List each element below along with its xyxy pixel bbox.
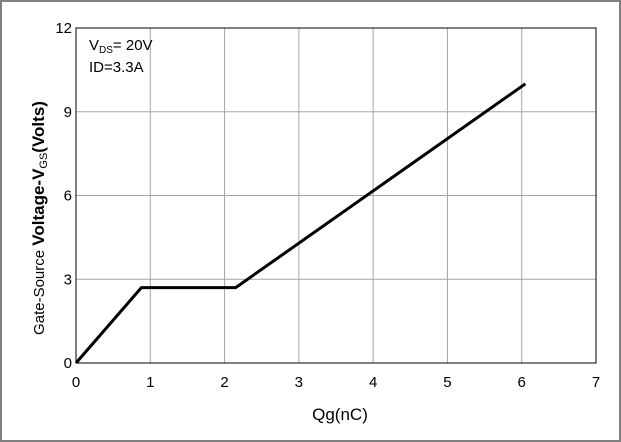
x-tick-label: 3 [295,374,303,391]
y-tick-label: 0 [64,355,72,372]
series-line [74,82,527,364]
y-tick-label: 3 [64,271,72,288]
x-tick-label: 5 [443,374,451,391]
grid [75,27,597,364]
annotation-vds: VDS= 20V [89,37,153,56]
series [74,82,527,364]
y-tick-label: 12 [55,20,72,37]
y-axis-title: Gate-Source Voltage-VGS(Volts) [29,101,50,335]
x-tick-label: 1 [146,374,154,391]
y-tick-label: 6 [64,188,72,205]
annotation-id: ID=3.3A [89,59,144,76]
x-axis-title: Qg(nC) [312,405,368,424]
x-tick-label: 2 [220,374,228,391]
y-tick-label: 9 [64,104,72,121]
x-tick-label: 4 [369,374,377,391]
x-tick-label: 0 [72,374,80,391]
x-tick-label: 7 [592,374,600,391]
x-tick-label: 6 [518,374,526,391]
plot-area-border [75,27,597,364]
